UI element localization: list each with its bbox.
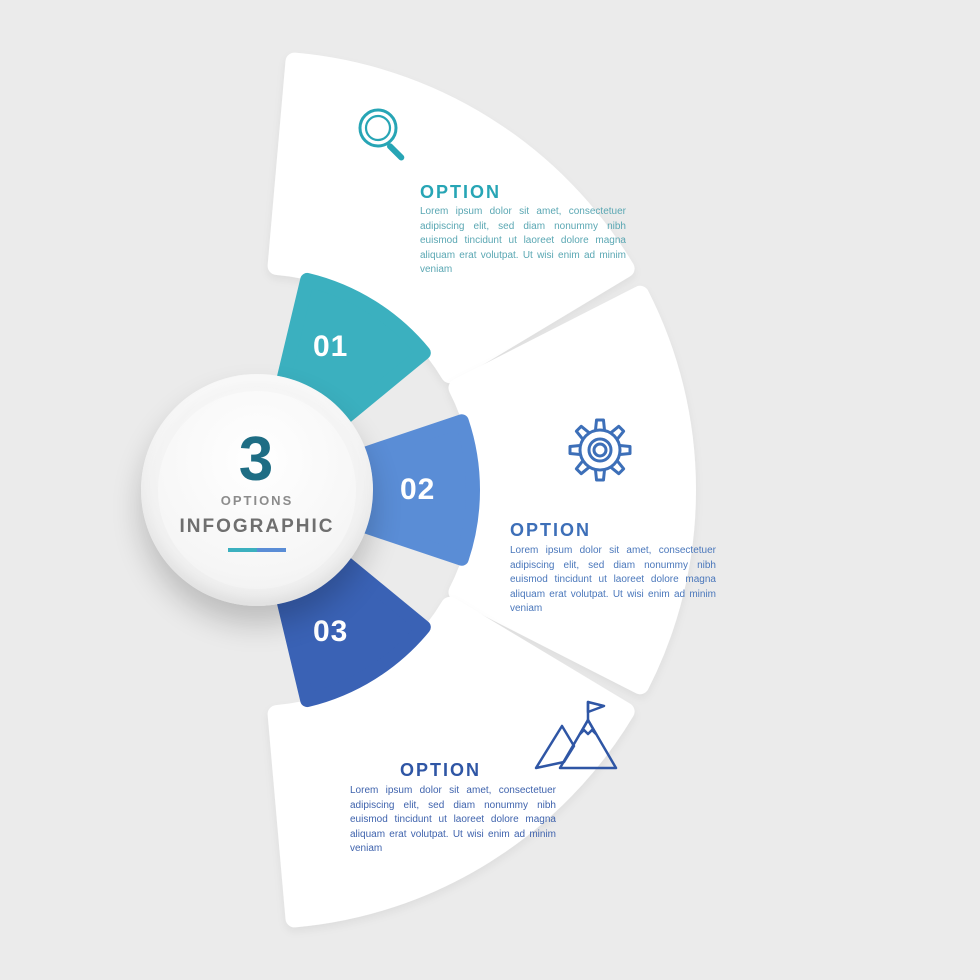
center-title: INFOGRAPHIC <box>180 516 335 538</box>
center-underline <box>228 548 286 552</box>
option-3-title: OPTION <box>400 760 481 781</box>
option-2-title: OPTION <box>510 520 591 541</box>
option-3-body: Lorem ipsum dolor sit amet, consectetuer… <box>350 784 556 857</box>
center-sublabel: OPTIONS <box>221 493 294 508</box>
mountain-flag-icon <box>530 700 620 780</box>
option-1-number: 01 <box>313 330 348 364</box>
option-2-body: Lorem ipsum dolor sit amet, consectetuer… <box>510 544 716 617</box>
center-hub-inner: 3 OPTIONS INFOGRAPHIC <box>158 391 356 589</box>
center-number: 3 <box>239 429 275 491</box>
option-3-number: 03 <box>313 615 348 649</box>
option-2-number: 02 <box>400 473 435 507</box>
center-hub: 3 OPTIONS INFOGRAPHIC <box>141 374 373 606</box>
option-1-title: OPTION <box>420 182 501 203</box>
infographic-stage: 01 OPTION Lorem ipsum dolor sit amet, co… <box>0 0 980 980</box>
gear-icon <box>560 410 640 495</box>
magnifier-icon <box>350 100 420 175</box>
option-1-body: Lorem ipsum dolor sit amet, consectetuer… <box>420 205 626 278</box>
